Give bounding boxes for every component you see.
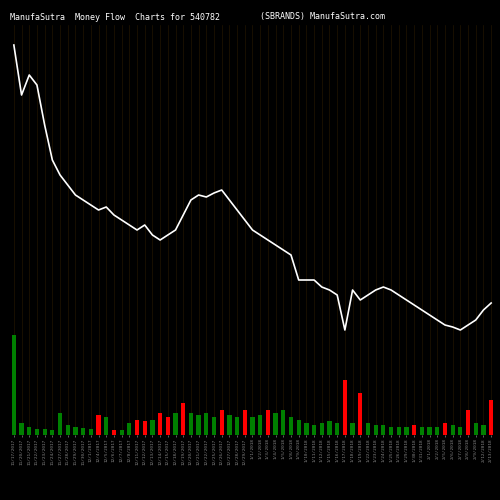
Bar bbox=[112, 430, 116, 435]
Bar bbox=[127, 423, 132, 435]
Bar bbox=[189, 413, 193, 435]
Bar bbox=[212, 417, 216, 435]
Bar bbox=[382, 425, 386, 435]
Text: (SBRANDS) ManufaSutra.com: (SBRANDS) ManufaSutra.com bbox=[260, 12, 385, 22]
Bar bbox=[258, 415, 262, 435]
Bar bbox=[489, 400, 494, 435]
Bar bbox=[428, 427, 432, 435]
Bar bbox=[27, 427, 32, 435]
Bar bbox=[58, 413, 62, 435]
Bar bbox=[266, 410, 270, 435]
Bar bbox=[220, 410, 224, 435]
Bar bbox=[158, 413, 162, 435]
Bar bbox=[66, 425, 70, 435]
Bar bbox=[235, 417, 239, 435]
Bar bbox=[142, 421, 147, 435]
Bar bbox=[474, 423, 478, 435]
Bar bbox=[435, 427, 440, 435]
Bar bbox=[104, 417, 108, 435]
Bar bbox=[35, 429, 39, 435]
Bar bbox=[304, 423, 308, 435]
Bar bbox=[96, 415, 100, 435]
Bar bbox=[88, 429, 93, 435]
Bar bbox=[335, 423, 340, 435]
Bar bbox=[404, 427, 408, 435]
Bar bbox=[312, 425, 316, 435]
Bar bbox=[20, 423, 24, 435]
Bar bbox=[358, 393, 362, 435]
Bar bbox=[458, 427, 462, 435]
Bar bbox=[296, 420, 301, 435]
Bar bbox=[320, 423, 324, 435]
Bar bbox=[274, 413, 278, 435]
Bar bbox=[289, 417, 293, 435]
Bar bbox=[412, 425, 416, 435]
Bar bbox=[443, 423, 447, 435]
Bar bbox=[482, 425, 486, 435]
Bar bbox=[12, 335, 16, 435]
Bar bbox=[74, 427, 78, 435]
Bar bbox=[250, 417, 254, 435]
Bar bbox=[242, 410, 247, 435]
Bar bbox=[281, 410, 285, 435]
Bar bbox=[343, 380, 347, 435]
Bar bbox=[166, 417, 170, 435]
Bar bbox=[81, 428, 86, 435]
Bar bbox=[450, 425, 455, 435]
Bar bbox=[42, 429, 47, 435]
Bar bbox=[150, 420, 154, 435]
Text: ManufaSutra  Money Flow  Charts for 540782: ManufaSutra Money Flow Charts for 540782 bbox=[10, 12, 220, 22]
Bar bbox=[120, 430, 124, 435]
Bar bbox=[204, 413, 208, 435]
Bar bbox=[374, 425, 378, 435]
Bar bbox=[135, 420, 139, 435]
Bar bbox=[328, 421, 332, 435]
Bar bbox=[196, 415, 200, 435]
Bar bbox=[350, 423, 354, 435]
Bar bbox=[466, 410, 470, 435]
Bar bbox=[228, 415, 232, 435]
Bar bbox=[181, 403, 186, 435]
Bar bbox=[366, 423, 370, 435]
Bar bbox=[174, 413, 178, 435]
Bar bbox=[50, 430, 54, 435]
Bar bbox=[396, 427, 401, 435]
Bar bbox=[420, 427, 424, 435]
Bar bbox=[389, 427, 393, 435]
